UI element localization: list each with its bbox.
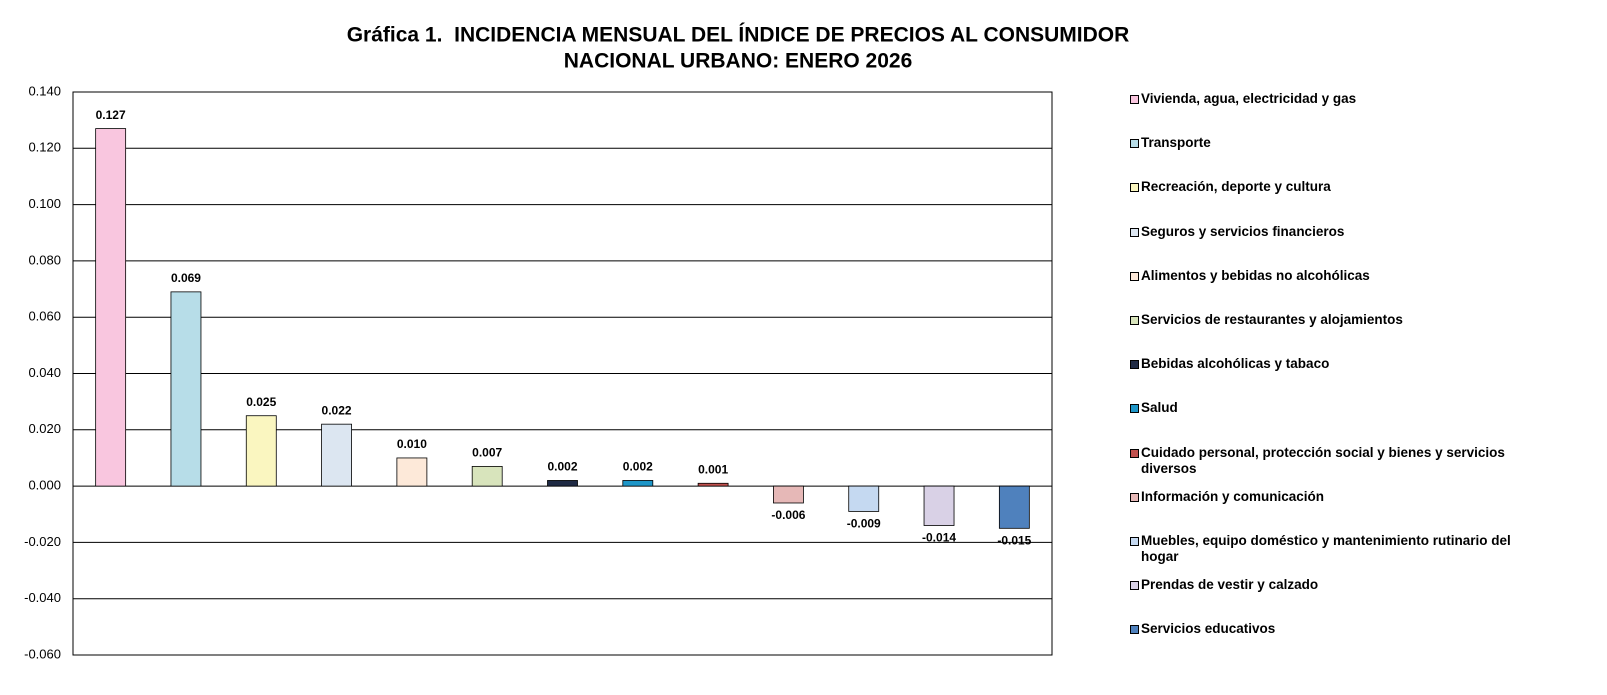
bar (245, 415, 277, 487)
bar (471, 465, 503, 487)
legend-entry: Prendas de vestir y calzado (1130, 577, 1540, 593)
legend-entry: Bebidas alcohólicas y tabaco (1130, 356, 1540, 372)
legend-swatch (1130, 537, 1139, 546)
data-label: 0.022 (322, 403, 352, 417)
data-label: -0.006 (771, 508, 805, 522)
data-label: 0.025 (246, 395, 276, 409)
bar (998, 485, 1030, 529)
y-tick-label: -0.020 (24, 534, 61, 549)
legend-swatch (1130, 227, 1139, 237)
bar (547, 480, 578, 487)
legend-entry: Transporte (1130, 135, 1540, 151)
y-tick-label: 0.100 (28, 196, 61, 211)
legend-swatch (1130, 316, 1139, 325)
legend-label: Bebidas alcohólicas y tabaco (1141, 356, 1330, 372)
legend-entry: Cuidado personal, protección social y bi… (1130, 445, 1540, 477)
legend-swatch (1130, 492, 1139, 502)
bar (170, 291, 202, 487)
legend-entry: Servicios de restaurantes y alojamientos (1130, 312, 1540, 328)
y-tick-label: 0.120 (28, 140, 61, 155)
data-label: -0.014 (922, 531, 956, 545)
chart-title: NACIONAL URBANO: ENERO 2026 (564, 50, 913, 73)
data-label: 0.002 (623, 460, 653, 474)
legend-label: Muebles, equipo doméstico y mantenimient… (1141, 533, 1511, 564)
legend-swatch (1130, 183, 1139, 193)
chart-title: Gráfica 1. INCIDENCIA MENSUAL DEL ÍNDICE… (347, 24, 1130, 47)
bar (848, 485, 880, 512)
legend-entry: Servicios educativos (1130, 621, 1540, 637)
data-label: 0.002 (547, 460, 577, 474)
legend-label: Salud (1141, 400, 1178, 416)
y-tick-label: 0.020 (28, 421, 61, 436)
legend-entry: Muebles, equipo doméstico y mantenimient… (1130, 533, 1540, 565)
plot-border (72, 91, 1053, 656)
y-tick-label: -0.060 (24, 646, 61, 661)
legend-label: Alimentos y bebidas no alcohólicas (1141, 267, 1370, 283)
legend-entry: Seguros y servicios financieros (1130, 224, 1540, 240)
legend-entry: Información y comunicación (1130, 489, 1540, 505)
legend-swatch (1130, 95, 1139, 104)
legend-swatch (1130, 360, 1139, 370)
bar (622, 480, 654, 487)
bar (697, 482, 729, 487)
y-tick-label: 0.040 (28, 365, 61, 380)
legend-entry: Vivienda, agua, electricidad y gas (1130, 91, 1540, 107)
legend-label: Cuidado personal, protección social y bi… (1141, 444, 1505, 476)
legend-swatch (1130, 448, 1139, 458)
legend-entry: Salud (1130, 400, 1540, 416)
bar (773, 485, 804, 504)
data-label: 0.127 (96, 108, 126, 122)
bar (923, 485, 955, 526)
y-tick-label: -0.040 (24, 590, 61, 605)
legend-label: Transporte (1141, 135, 1211, 151)
bar (321, 423, 352, 487)
legend-swatch (1130, 139, 1139, 149)
legend-swatch (1130, 625, 1139, 635)
data-label: -0.009 (847, 517, 881, 531)
legend-label: Prendas de vestir y calzado (1141, 577, 1319, 593)
data-label: 0.069 (171, 271, 201, 285)
y-tick-label: 0.060 (28, 309, 61, 324)
legend-label: Información y comunicación (1141, 488, 1325, 504)
legend-label: Vivienda, agua, electricidad y gas (1141, 91, 1357, 106)
legend-label: Servicios educativos (1141, 621, 1276, 637)
legend-swatch (1130, 271, 1139, 281)
y-tick-label: 0.000 (28, 478, 61, 493)
data-label: -0.015 (997, 533, 1031, 547)
y-tick-label: 0.080 (28, 252, 61, 267)
data-label: 0.001 (698, 462, 728, 476)
legend-swatch (1130, 404, 1139, 414)
legend-label: Recreación, deporte y cultura (1141, 179, 1331, 195)
data-label: 0.007 (472, 446, 502, 460)
legend-label: Seguros y servicios financieros (1141, 223, 1345, 239)
legend-entry: Alimentos y bebidas no alcohólicas (1130, 268, 1540, 284)
bar (95, 128, 127, 487)
data-label: 0.010 (397, 437, 427, 451)
legend-entry: Recreación, deporte y cultura (1130, 179, 1540, 195)
legend-swatch (1130, 581, 1139, 591)
bar (396, 457, 428, 487)
y-tick-label: 0.140 (28, 83, 61, 98)
legend-label: Servicios de restaurantes y alojamientos (1141, 312, 1403, 327)
